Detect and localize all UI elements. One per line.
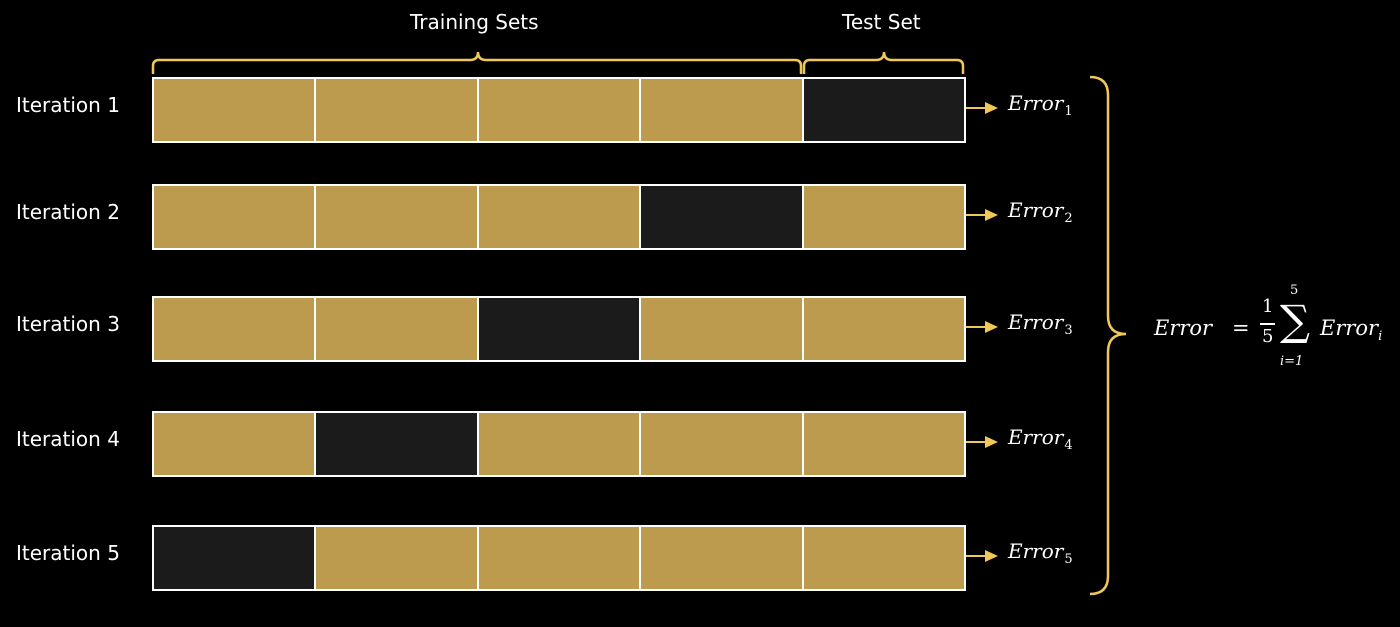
iteration-error-label: Error1 bbox=[1008, 91, 1073, 124]
formula-numerator: 1 bbox=[1262, 296, 1274, 317]
test-fold bbox=[641, 186, 804, 248]
error-subscript: 2 bbox=[1064, 211, 1073, 226]
training-fold bbox=[803, 186, 965, 248]
iteration-label: Iteration 3 bbox=[16, 312, 120, 336]
training-fold bbox=[316, 527, 479, 589]
formula-term-base: Error bbox=[1320, 316, 1379, 340]
training-fold bbox=[154, 79, 317, 141]
iteration-label: Iteration 4 bbox=[16, 427, 120, 451]
training-fold bbox=[641, 413, 804, 475]
test-fold bbox=[154, 527, 317, 589]
training-fold bbox=[641, 527, 804, 589]
training-sets-brace-icon bbox=[151, 51, 803, 74]
training-fold bbox=[478, 79, 642, 141]
iteration-folds-row bbox=[152, 296, 966, 362]
iteration-folds-row bbox=[152, 184, 966, 250]
arrow-head-icon bbox=[985, 102, 998, 114]
error-base: Error bbox=[1008, 539, 1064, 563]
iteration-label: Iteration 2 bbox=[16, 200, 120, 224]
error-subscript: 5 bbox=[1064, 552, 1073, 567]
arrow-head-icon bbox=[985, 550, 998, 562]
average-error-formula: Error = 1 5 ∑ 5 i=1 Errori bbox=[1152, 283, 1392, 374]
test-set-header: Test Set bbox=[842, 10, 921, 34]
training-fold bbox=[803, 527, 965, 589]
formula-term: Errori bbox=[1320, 316, 1382, 344]
training-fold bbox=[803, 298, 965, 360]
error-base: Error bbox=[1008, 425, 1064, 449]
test-set-brace-icon bbox=[802, 51, 965, 74]
sum-lower-limit: i=1 bbox=[1280, 354, 1304, 369]
errors-sum-brace-icon bbox=[1089, 75, 1127, 596]
training-fold bbox=[316, 79, 479, 141]
training-fold bbox=[154, 298, 317, 360]
test-fold bbox=[316, 413, 479, 475]
training-fold bbox=[478, 413, 642, 475]
training-fold bbox=[154, 186, 317, 248]
error-base: Error bbox=[1008, 198, 1064, 222]
iteration-error-label: Error5 bbox=[1008, 539, 1073, 572]
error-base: Error bbox=[1008, 310, 1064, 334]
iteration-label: Iteration 5 bbox=[16, 541, 120, 565]
error-subscript: 3 bbox=[1064, 323, 1073, 338]
training-fold bbox=[154, 413, 317, 475]
training-sets-header: Training Sets bbox=[410, 10, 539, 34]
iteration-folds-row bbox=[152, 411, 966, 477]
iteration-error-label: Error4 bbox=[1008, 425, 1073, 458]
iteration-error-label: Error3 bbox=[1008, 310, 1073, 343]
error-base: Error bbox=[1008, 91, 1064, 115]
arrow-head-icon bbox=[985, 209, 998, 221]
formula-denominator: 5 bbox=[1262, 326, 1274, 347]
formula-term-subscript: i bbox=[1378, 329, 1383, 344]
iteration-folds-row bbox=[152, 77, 966, 143]
training-fold bbox=[641, 298, 804, 360]
training-fold bbox=[478, 186, 642, 248]
training-fold bbox=[478, 527, 642, 589]
error-subscript: 4 bbox=[1064, 438, 1073, 453]
arrow-head-icon bbox=[985, 436, 998, 448]
iteration-label: Iteration 1 bbox=[16, 93, 120, 117]
sum-upper-limit: 5 bbox=[1290, 283, 1299, 298]
fraction-bar bbox=[1260, 323, 1275, 325]
training-fold bbox=[803, 413, 965, 475]
training-fold bbox=[316, 186, 479, 248]
formula-equals: = bbox=[1232, 316, 1250, 340]
training-fold bbox=[641, 79, 804, 141]
formula-lhs: Error bbox=[1154, 316, 1213, 340]
iteration-error-label: Error2 bbox=[1008, 198, 1073, 231]
error-subscript: 1 bbox=[1064, 104, 1073, 119]
training-fold bbox=[316, 298, 479, 360]
arrow-head-icon bbox=[985, 321, 998, 333]
test-fold bbox=[803, 79, 965, 141]
test-fold bbox=[478, 298, 642, 360]
iteration-folds-row bbox=[152, 525, 966, 591]
sigma-icon: ∑ bbox=[1280, 296, 1310, 345]
